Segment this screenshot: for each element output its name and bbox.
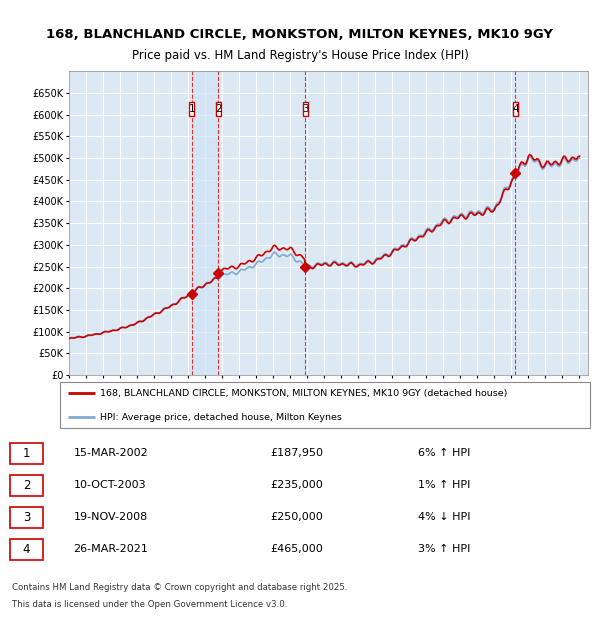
Text: £187,950: £187,950 [271, 448, 323, 458]
Text: 15-MAR-2002: 15-MAR-2002 [74, 448, 148, 458]
Text: £465,000: £465,000 [271, 544, 323, 554]
Text: 1: 1 [188, 104, 195, 114]
Bar [10, 443, 43, 464]
Bar [10, 539, 43, 560]
Bar [191, 71, 218, 375]
Text: 26-MAR-2021: 26-MAR-2021 [74, 544, 148, 554]
Text: £250,000: £250,000 [271, 512, 323, 522]
Bar [303, 102, 308, 116]
Bar [10, 475, 43, 496]
Text: 3: 3 [302, 104, 308, 114]
Text: 3% ↑ HPI: 3% ↑ HPI [418, 544, 470, 554]
Text: 2: 2 [23, 479, 31, 492]
Bar [216, 102, 221, 116]
Text: This data is licensed under the Open Government Licence v3.0.: This data is licensed under the Open Gov… [12, 600, 287, 609]
Text: 1: 1 [23, 447, 31, 460]
Text: 4: 4 [512, 104, 518, 114]
Bar [10, 507, 43, 528]
Text: 2: 2 [215, 104, 222, 114]
Text: 3: 3 [23, 511, 30, 524]
Text: Contains HM Land Registry data © Crown copyright and database right 2025.: Contains HM Land Registry data © Crown c… [12, 583, 347, 592]
Text: 4: 4 [23, 542, 31, 556]
Text: HPI: Average price, detached house, Milton Keynes: HPI: Average price, detached house, Milt… [100, 412, 342, 422]
Bar [190, 102, 194, 116]
Bar [513, 102, 518, 116]
Text: 4% ↓ HPI: 4% ↓ HPI [418, 512, 470, 522]
Text: 168, BLANCHLAND CIRCLE, MONKSTON, MILTON KEYNES, MK10 9GY: 168, BLANCHLAND CIRCLE, MONKSTON, MILTON… [47, 28, 554, 40]
Text: £235,000: £235,000 [271, 480, 323, 490]
Text: 6% ↑ HPI: 6% ↑ HPI [418, 448, 470, 458]
FancyBboxPatch shape [59, 382, 590, 428]
Text: 1% ↑ HPI: 1% ↑ HPI [418, 480, 470, 490]
Text: 168, BLANCHLAND CIRCLE, MONKSTON, MILTON KEYNES, MK10 9GY (detached house): 168, BLANCHLAND CIRCLE, MONKSTON, MILTON… [100, 389, 508, 398]
Text: 10-OCT-2003: 10-OCT-2003 [74, 480, 146, 490]
Text: 19-NOV-2008: 19-NOV-2008 [74, 512, 148, 522]
Text: Price paid vs. HM Land Registry's House Price Index (HPI): Price paid vs. HM Land Registry's House … [131, 50, 469, 62]
